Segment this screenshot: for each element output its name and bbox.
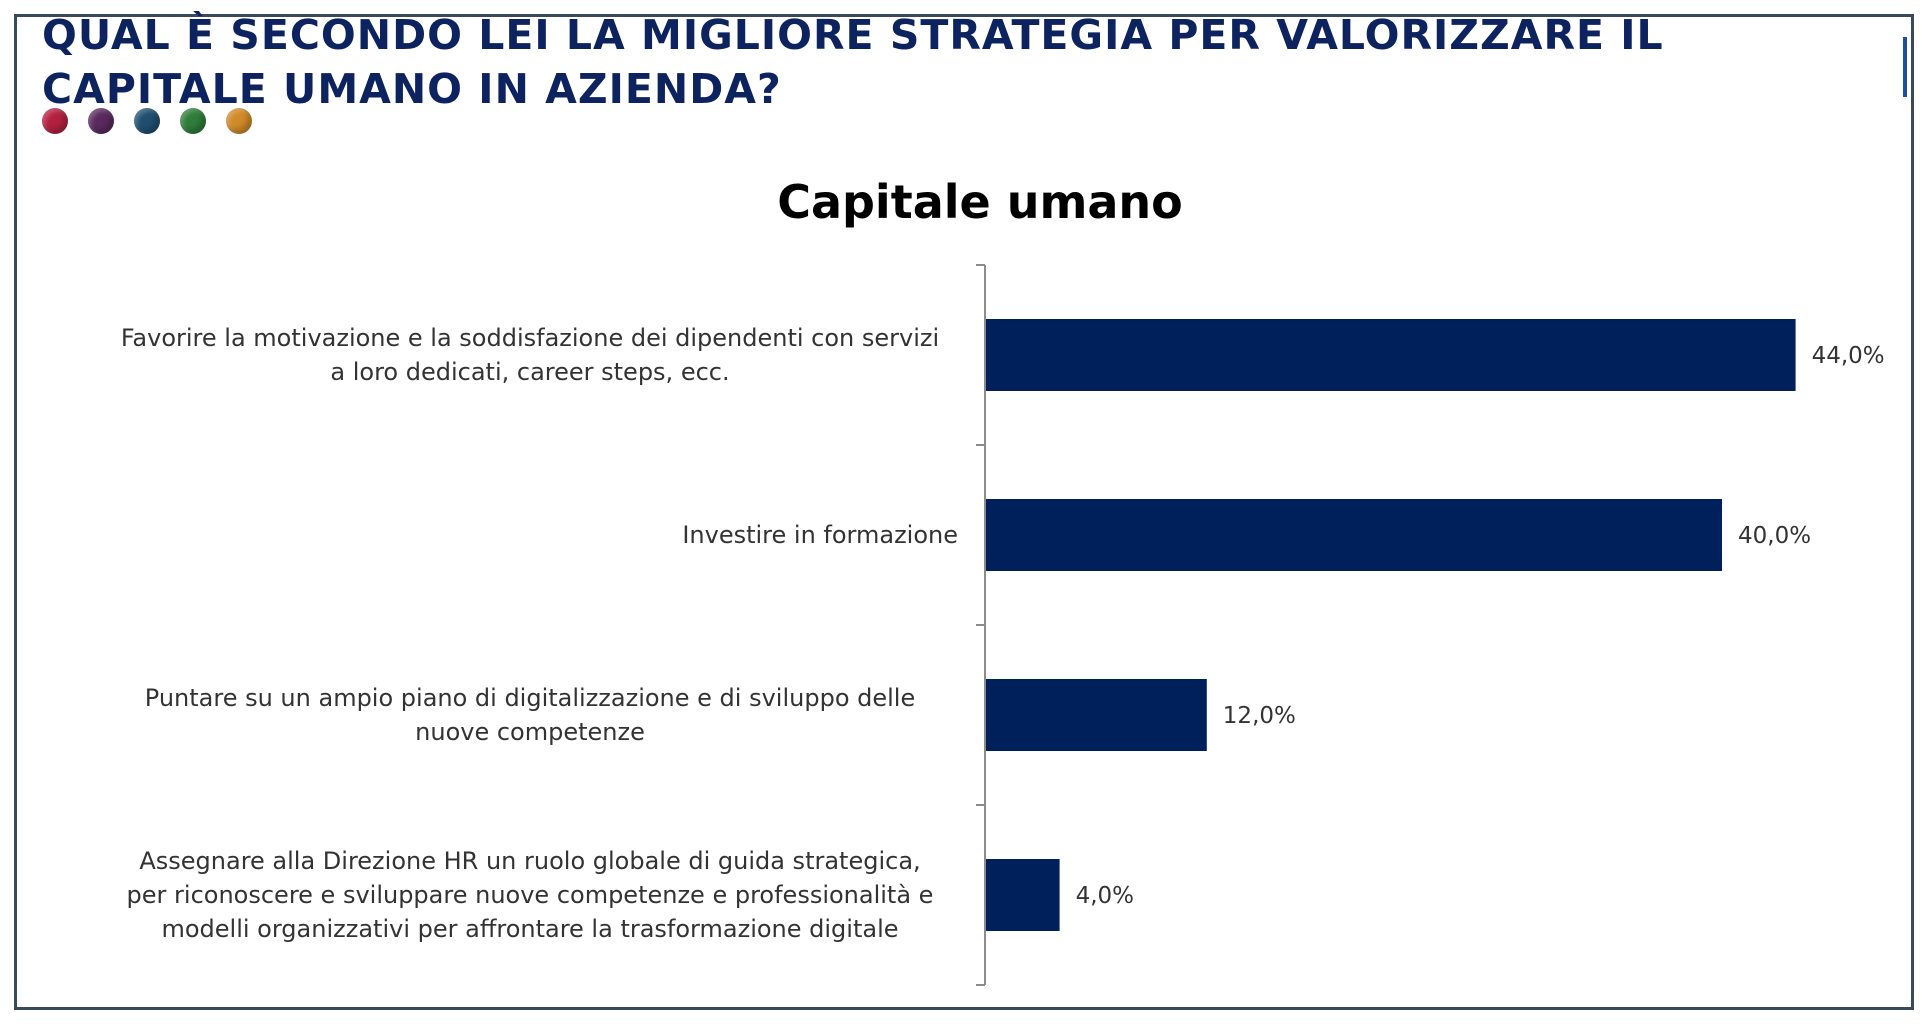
- bar-1: [986, 319, 1796, 391]
- data-label-2: 40,0%: [1738, 523, 1811, 549]
- decor-dot-5: [226, 108, 252, 134]
- category-label-4: Assegnare alla Direzione HR un ruolo glo…: [127, 847, 934, 943]
- data-label-1: 44,0%: [1812, 343, 1885, 369]
- chart-title: Capitale umano: [777, 175, 1183, 229]
- category-label-1: Favorire la motivazione e la soddisfazio…: [121, 324, 939, 386]
- data-label-4: 4,0%: [1076, 883, 1134, 909]
- decor-dot-4: [180, 108, 206, 134]
- accent-bar: [1903, 37, 1907, 97]
- bar-3: [986, 679, 1207, 751]
- page-title: QUAL È SECONDO LEI LA MIGLIORE STRATEGIA…: [42, 11, 1664, 113]
- decor-dot-2: [88, 108, 114, 134]
- bar-4: [986, 859, 1060, 931]
- decor-dot-3: [134, 108, 160, 134]
- decorative-dots: [42, 108, 272, 134]
- category-label-2: Investire in formazione: [682, 521, 958, 549]
- category-label-3: Puntare su un ampio piano di digitalizza…: [145, 684, 915, 746]
- data-label-3: 12,0%: [1223, 703, 1296, 729]
- bar-2: [986, 499, 1722, 571]
- decor-dot-1: [42, 108, 68, 134]
